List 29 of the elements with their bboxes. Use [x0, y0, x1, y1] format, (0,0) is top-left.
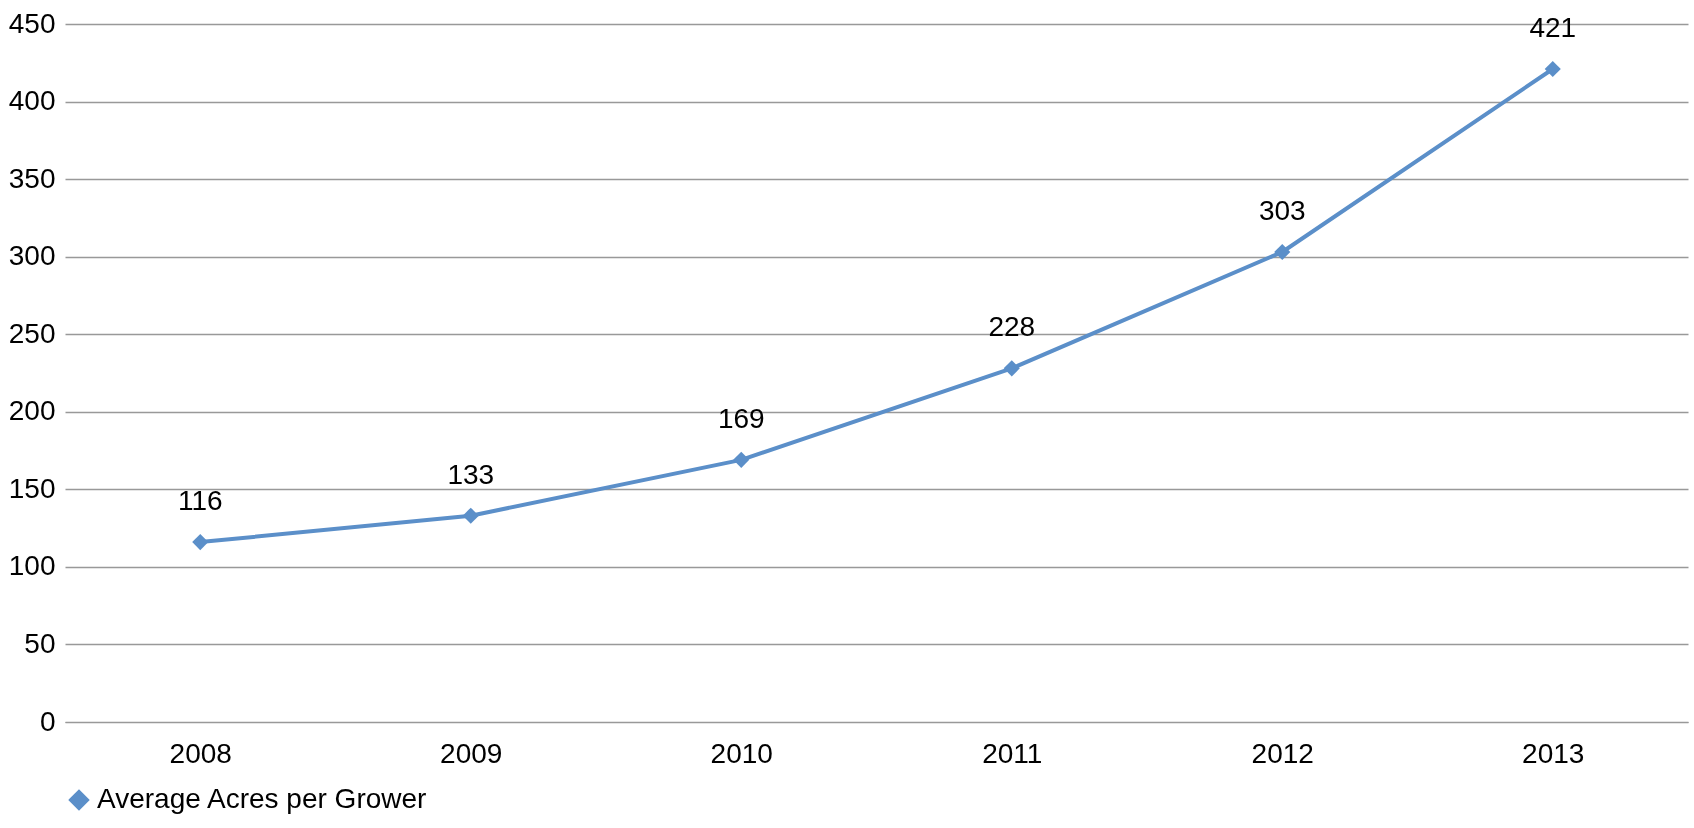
data-label: 133	[447, 458, 495, 490]
x-tick-label: 2013	[1522, 737, 1585, 769]
y-tick-label: 200	[8, 395, 56, 427]
point	[1274, 243, 1291, 261]
x-tick-label: 2011	[982, 737, 1043, 769]
point	[192, 534, 209, 551]
point	[1544, 60, 1561, 78]
data-label: 116	[177, 485, 223, 517]
point	[462, 507, 479, 524]
y-tick-label: 400	[8, 85, 56, 117]
data-label: 169	[717, 402, 765, 434]
x-tick-label: 2008	[169, 737, 232, 769]
data-label: 303	[1258, 195, 1306, 227]
y-tick-label: 450	[8, 7, 56, 39]
x-tick-label: 2009	[440, 737, 503, 769]
data-label: 228	[988, 311, 1036, 343]
x-tick-label: 2012	[1251, 737, 1314, 769]
y-tick-label: 350	[8, 162, 56, 194]
y-tick-label: 250	[8, 317, 56, 349]
legend-label: Average Acres per Grower	[97, 783, 427, 814]
y-tick-label: 300	[8, 240, 56, 272]
point	[733, 451, 750, 468]
y-tick-label: 50	[24, 627, 56, 659]
y-tick-label: 150	[8, 472, 56, 504]
y-tick-label: 0	[39, 705, 56, 737]
x-tick-label: 2010	[710, 737, 773, 769]
data-label: 421	[1529, 11, 1577, 43]
y-tick-label: 100	[8, 550, 56, 582]
point	[1003, 360, 1020, 377]
